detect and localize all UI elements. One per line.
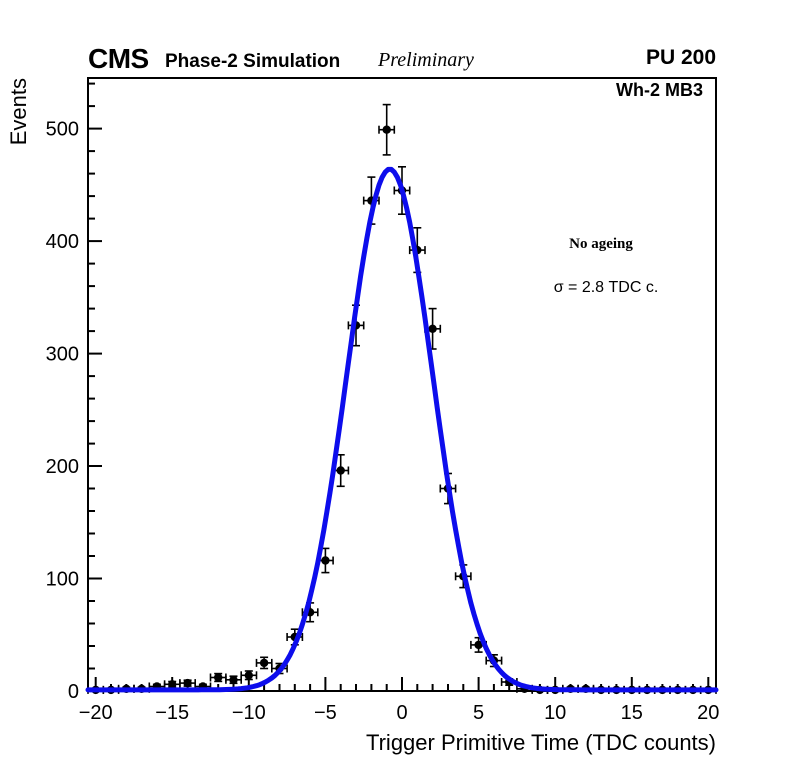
- svg-text:100: 100: [46, 569, 79, 591]
- preliminary-label: Preliminary: [378, 49, 474, 71]
- svg-text:−15: −15: [155, 702, 189, 724]
- svg-text:15: 15: [621, 702, 643, 724]
- ageing-annotation: No ageing: [569, 236, 633, 252]
- svg-text:10: 10: [544, 702, 566, 724]
- svg-text:−20: −20: [79, 702, 113, 724]
- svg-text:0: 0: [68, 681, 79, 703]
- pileup-label: PU 200: [645, 46, 716, 69]
- svg-text:500: 500: [46, 119, 79, 141]
- svg-text:400: 400: [46, 231, 79, 253]
- svg-text:20: 20: [697, 702, 719, 724]
- svg-text:0: 0: [396, 702, 407, 724]
- chamber-region-label: Wh-2 MB3: [616, 80, 703, 100]
- svg-text:−5: −5: [314, 702, 337, 724]
- simulation-label: Phase-2 Simulation: [165, 51, 341, 72]
- x-axis-title: Trigger Primitive Time (TDC counts): [365, 730, 716, 755]
- y-axis-title: Events: [6, 78, 31, 146]
- svg-text:300: 300: [46, 344, 79, 366]
- svg-text:5: 5: [473, 702, 484, 724]
- svg-text:200: 200: [46, 456, 79, 478]
- cms-logo-text: CMS: [88, 43, 149, 74]
- svg-text:−10: −10: [232, 702, 266, 724]
- sigma-annotation: σ = 2.8 TDC c.: [553, 279, 659, 296]
